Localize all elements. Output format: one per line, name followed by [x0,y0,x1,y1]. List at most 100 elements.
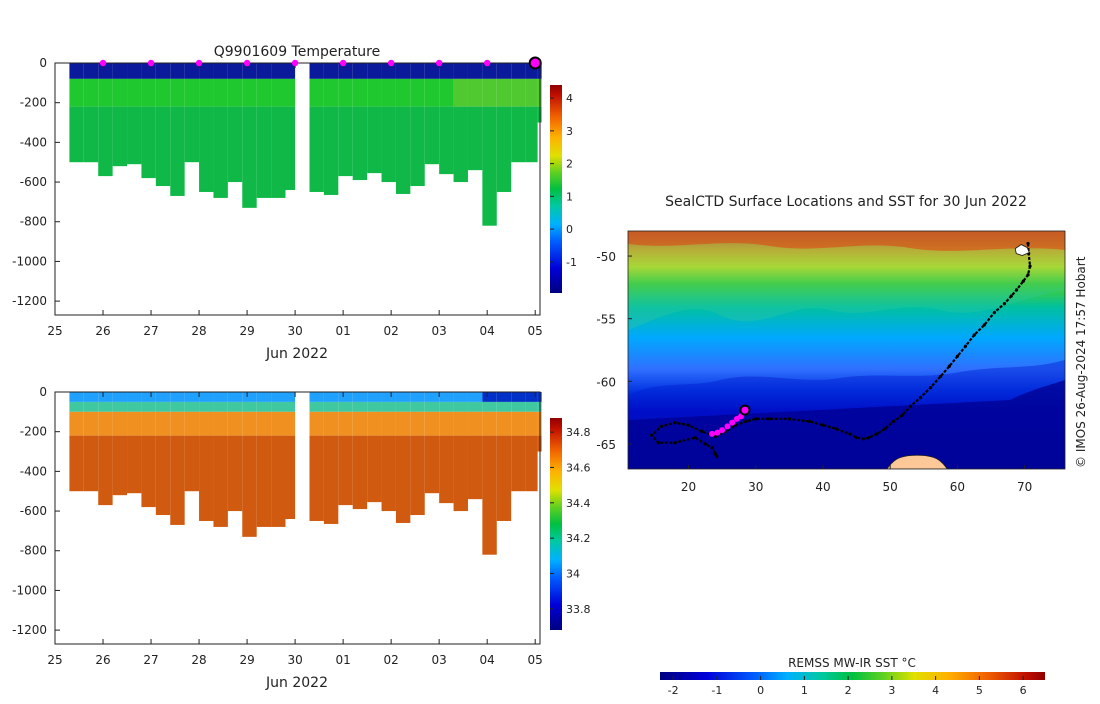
profile-deep-layer [381,435,396,512]
profile-surface-layer [511,392,526,402]
profile-halocline [323,401,339,412]
sst-field [628,231,1065,469]
sst-colorbar-label: 2 [845,684,852,697]
profile-upper-layer [127,411,142,436]
profile-deep-layer [323,435,339,524]
track-point [982,323,986,327]
profile-upper-layer [213,78,228,107]
map-title: SealCTD Surface Locations and SST for 30… [665,194,1027,210]
profile-upper-layer [424,411,440,436]
temperature-colorbar-label: -1 [566,256,577,269]
profile-halocline [127,401,142,412]
profile-surface-layer [242,63,257,79]
sst-colorbar-label: 5 [976,684,983,697]
temperature-y-tick-label: -200 [20,96,47,110]
salinity-colorbar-label: 34.8 [566,426,591,439]
profile-upper-layer [170,78,185,107]
track-point [992,310,997,315]
profile-column [112,392,128,496]
profile-surface-layer [439,63,454,79]
profile-upper-layer [271,78,286,107]
profile-upper-layer [242,411,257,436]
salinity-y-tick-label: -400 [20,464,47,478]
track-point [1014,288,1019,292]
track-point [861,437,865,441]
salinity-y-tick-label: -200 [20,425,47,439]
salinity-x-tick-label: 30 [287,653,302,667]
profile-deep-layer [83,435,99,492]
profile-surface-layer [98,63,113,79]
salinity-colorbar-label: 34.6 [566,461,591,474]
profile-upper-layer [155,78,171,107]
salinity-colorbar-label: 34.4 [566,497,591,510]
profile-upper-layer [199,78,214,107]
track-point [1021,279,1025,283]
temperature-y-tick-label: 0 [39,56,47,70]
profile-surface-layer [127,63,142,79]
track-point [673,421,677,425]
profile-column [271,392,286,527]
profile-upper-layer [323,411,339,436]
profile-surface-layer [309,392,324,402]
last-position-marker [528,56,542,70]
profile-deep-layer [271,106,286,198]
surfacing-marker [435,59,443,67]
profile-upper-layer [213,411,228,436]
track-point [1002,302,1007,306]
profile-column [83,63,99,163]
profile-surface-layer [256,392,272,402]
profile-upper-layer [199,411,214,436]
profile-surface-layer [141,392,156,402]
surfacing-marker [483,59,491,67]
track-point [693,436,697,440]
profile-deep-layer [213,435,228,527]
profile-deep-layer [242,106,257,208]
sst-colorbar-title: REMSS MW-IR SST °C [788,656,916,670]
profile-upper-layer [482,78,497,107]
surfacing-marker [195,59,203,67]
profile-column [98,392,113,506]
temperature-x-tick-label: 27 [143,324,158,338]
profile-halocline [439,401,454,412]
surfacing-marker [339,59,347,67]
salinity-colorbar-label: 34 [566,567,580,580]
profile-column [439,392,454,504]
profile-column [525,392,538,492]
recent-position-marker [719,427,726,434]
profile-surface-layer [467,63,483,79]
map-y-tick-label: -55 [596,313,616,327]
temperature-x-tick-label: 05 [528,324,543,338]
profile-upper-layer [112,78,128,107]
profile-upper-layer [112,411,128,436]
profile-upper-layer [439,78,454,107]
profile-deep-layer [395,106,411,194]
profile-deep-layer [482,106,497,226]
profile-deep-layer [525,435,538,492]
profile-deep-layer [213,106,228,198]
profile-upper-layer [338,411,353,436]
profile-deep-layer [227,435,243,512]
profile-deep-layer [98,435,113,506]
profile-deep-layer [112,435,128,496]
recent-position-marker [729,419,736,426]
profile-surface-layer [395,392,411,402]
profile-column [381,63,396,183]
profile-column [112,63,128,167]
profile-deep-layer [410,106,425,187]
profile-halocline [467,401,483,412]
profile-upper-layer [184,411,200,436]
profile-surface-layer [271,63,286,79]
profile-column [127,63,142,165]
track-point [891,419,896,423]
profile-upper-layer [338,78,353,107]
profile-surface-layer [69,392,84,402]
salinity-colorbar-ticks: 33.8 34 34.2 34.4 34.6 34.8 [550,426,591,616]
track-point [900,413,904,417]
profile-deep-layer [69,106,84,163]
temperature-y-tick-label: -1000 [12,254,47,268]
profile-deep-layer [395,435,411,523]
profile-upper-layer [525,411,538,436]
profile-upper-layer [141,78,156,107]
profile-column [69,392,84,492]
